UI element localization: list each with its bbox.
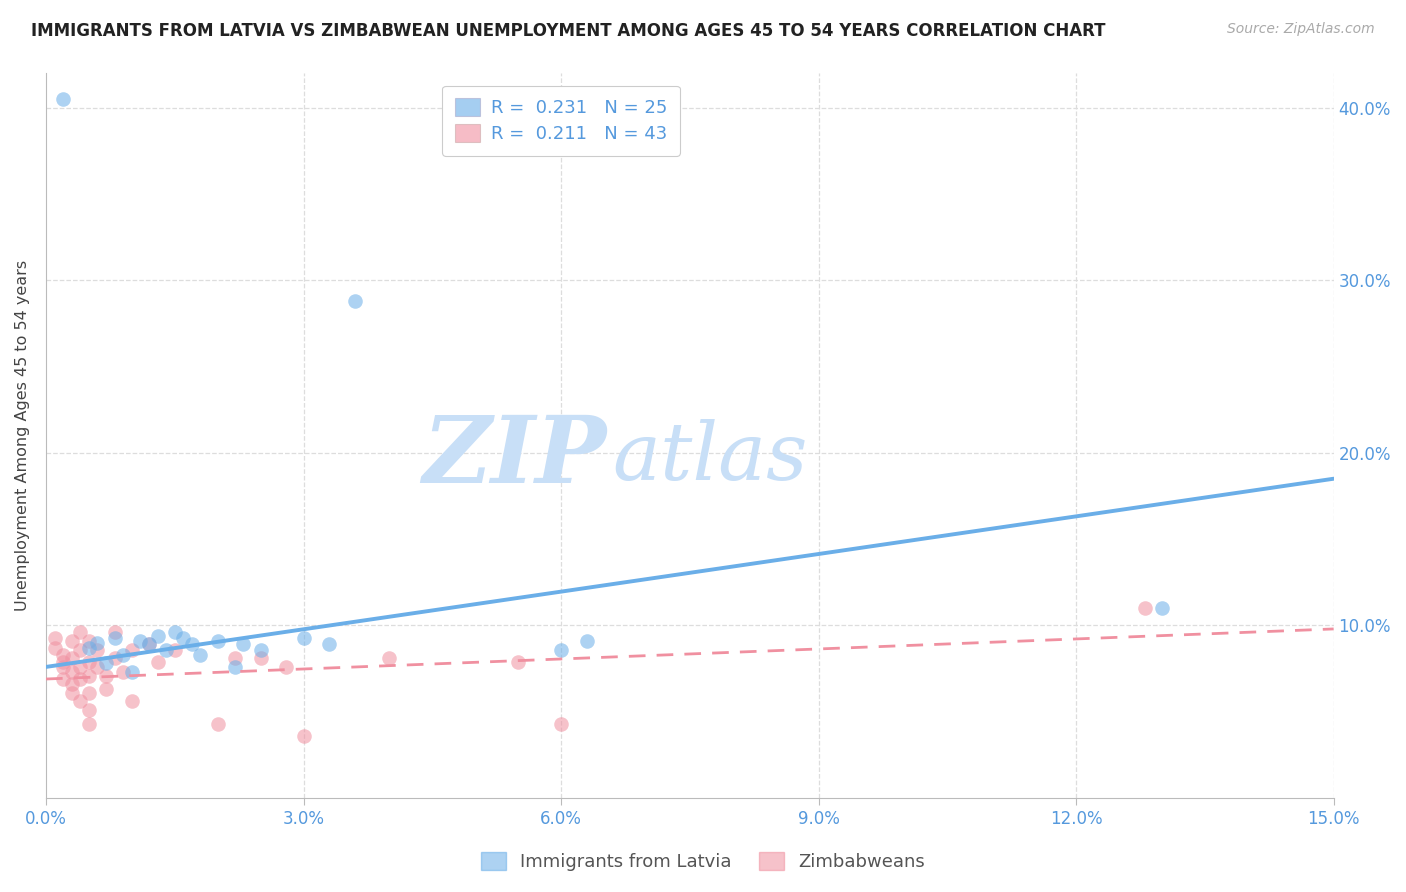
Point <box>249 651 271 665</box>
Point <box>52 92 75 106</box>
Point <box>52 660 75 674</box>
Point <box>378 651 401 665</box>
Point <box>94 668 117 682</box>
Legend: R =  0.231   N = 25, R =  0.211   N = 43: R = 0.231 N = 25, R = 0.211 N = 43 <box>441 86 681 156</box>
Point <box>86 636 108 650</box>
Point <box>163 625 186 640</box>
Point <box>190 648 212 662</box>
Point <box>163 642 186 657</box>
Point <box>146 655 169 669</box>
Point <box>138 638 160 652</box>
Point <box>129 634 152 648</box>
Point <box>77 686 100 700</box>
Point <box>52 672 75 686</box>
Point <box>292 631 315 645</box>
Y-axis label: Unemployment Among Ages 45 to 54 years: Unemployment Among Ages 45 to 54 years <box>15 260 30 611</box>
Point <box>112 665 135 679</box>
Point <box>77 655 100 669</box>
Point <box>508 655 530 669</box>
Point <box>112 648 135 662</box>
Point <box>224 660 246 674</box>
Point <box>207 634 229 648</box>
Point <box>77 634 100 648</box>
Point <box>1150 601 1173 615</box>
Point <box>44 631 66 645</box>
Point <box>575 634 598 648</box>
Point <box>343 293 366 308</box>
Point <box>121 642 143 657</box>
Point <box>77 640 100 655</box>
Point <box>121 665 143 679</box>
Point <box>318 638 340 652</box>
Point <box>155 642 177 657</box>
Point <box>121 694 143 708</box>
Point <box>69 694 91 708</box>
Point <box>249 642 271 657</box>
Text: atlas: atlas <box>613 418 808 496</box>
Point <box>69 642 91 657</box>
Point <box>104 651 127 665</box>
Point <box>146 629 169 643</box>
Point <box>180 638 202 652</box>
Point <box>60 665 83 679</box>
Point <box>52 648 75 662</box>
Point <box>94 682 117 697</box>
Point <box>232 638 254 652</box>
Point <box>224 651 246 665</box>
Point <box>44 640 66 655</box>
Point <box>60 634 83 648</box>
Text: ZIP: ZIP <box>422 412 606 502</box>
Text: IMMIGRANTS FROM LATVIA VS ZIMBABWEAN UNEMPLOYMENT AMONG AGES 45 TO 54 YEARS CORR: IMMIGRANTS FROM LATVIA VS ZIMBABWEAN UNE… <box>31 22 1105 40</box>
Point <box>104 631 127 645</box>
Point <box>550 642 572 657</box>
Point <box>86 660 108 674</box>
Point <box>77 717 100 731</box>
Point <box>77 668 100 682</box>
Point <box>69 625 91 640</box>
Point <box>292 729 315 743</box>
Point <box>94 657 117 671</box>
Text: Source: ZipAtlas.com: Source: ZipAtlas.com <box>1227 22 1375 37</box>
Point <box>77 703 100 717</box>
Point <box>104 625 127 640</box>
Point <box>69 672 91 686</box>
Point <box>550 717 572 731</box>
Point <box>1133 601 1156 615</box>
Point <box>172 631 194 645</box>
Point <box>69 660 91 674</box>
Point <box>52 655 75 669</box>
Point <box>60 651 83 665</box>
Point <box>138 638 160 652</box>
Point <box>60 686 83 700</box>
Point <box>60 677 83 691</box>
Point <box>276 660 298 674</box>
Point <box>86 642 108 657</box>
Legend: Immigrants from Latvia, Zimbabweans: Immigrants from Latvia, Zimbabweans <box>474 846 932 879</box>
Point <box>207 717 229 731</box>
